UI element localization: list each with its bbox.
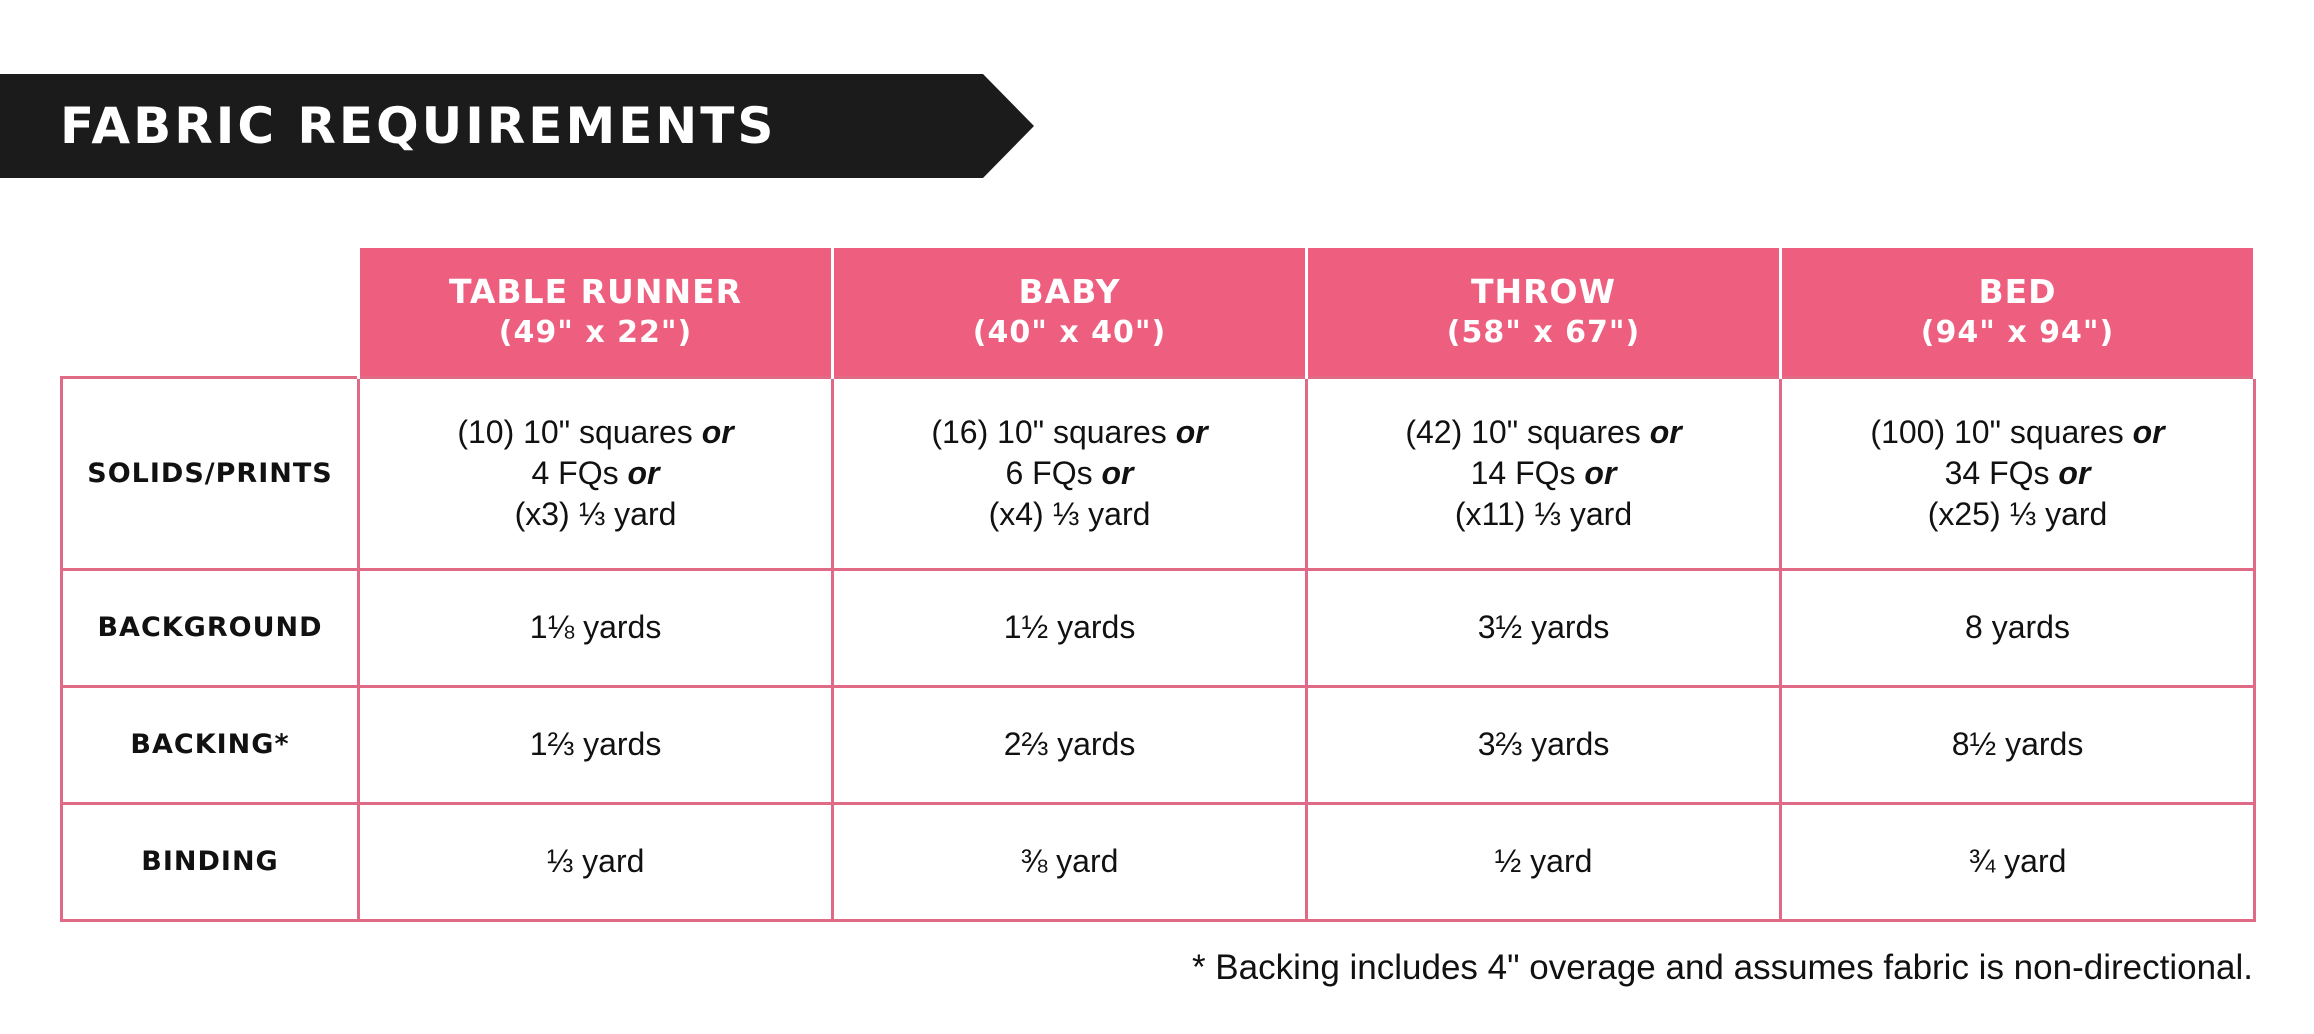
column-dimensions: (94" x 94") [1920, 314, 2115, 350]
or-word: or [627, 454, 660, 491]
cell-line: (100) 10" squares or [1782, 412, 2253, 453]
fq-count: 34 FQs [1944, 454, 2050, 491]
column-header-baby: BABY (40" x 40") [831, 248, 1308, 377]
column-dimensions: (58" x 67") [1446, 314, 1641, 350]
row-label: BACKING* [60, 684, 360, 805]
yard-count: (x3) ⅓ yard [514, 495, 677, 532]
column-header-table-runner: TABLE RUNNER (49" x 22") [357, 248, 834, 377]
table-cell: (100) 10" squares or 34 FQs or (x25) ⅓ y… [1779, 375, 2256, 571]
table-cell: ⅓ yard [357, 801, 834, 922]
table-cell: ⅜ yard [831, 801, 1308, 922]
fq-count: 4 FQs [531, 454, 619, 491]
or-word: or [1175, 413, 1208, 450]
row-label: BACKGROUND [60, 567, 360, 688]
table-cell: ¾ yard [1779, 801, 2256, 922]
table-cell: (42) 10" squares or 14 FQs or (x11) ⅓ ya… [1305, 375, 1782, 571]
column-name: BED [1978, 271, 2057, 311]
or-word: or [1649, 413, 1682, 450]
column-header-bed: BED (94" x 94") [1779, 248, 2256, 377]
backing-footnote: * Backing includes 4" overage and assume… [1191, 948, 2253, 987]
cell-line: 34 FQs or [1782, 453, 2253, 494]
cell-line: 14 FQs or [1308, 453, 1779, 494]
squares-count: (16) 10" squares [931, 413, 1167, 450]
yard-count: (x11) ⅓ yard [1454, 495, 1633, 532]
column-name: BABY [1018, 271, 1121, 311]
column-dimensions: (40" x 40") [972, 314, 1167, 350]
table-cell: ½ yard [1305, 801, 1782, 922]
table-cell: 3½ yards [1305, 567, 1782, 688]
column-name: TABLE RUNNER [448, 271, 743, 311]
column-header-throw: THROW (58" x 67") [1305, 248, 1782, 377]
row-label: BINDING [60, 801, 360, 922]
page-title: FABRIC REQUIREMENTS [60, 97, 777, 155]
row-label: SOLIDS/PRINTS [60, 375, 360, 571]
table-row-binding: BINDING ⅓ yard ⅜ yard ½ yard ¾ yard [60, 801, 2256, 922]
squares-count: (10) 10" squares [457, 413, 693, 450]
or-word: or [1584, 454, 1617, 491]
table-cell: 1⅛ yards [357, 567, 834, 688]
cell-line: (42) 10" squares or [1308, 412, 1779, 453]
cell-line: 4 FQs or [360, 453, 831, 494]
header-corner [62, 248, 359, 377]
table-cell: 8½ yards [1779, 684, 2256, 805]
table-cell: 8 yards [1779, 567, 2256, 688]
column-name: THROW [1471, 271, 1616, 311]
or-word: or [2132, 413, 2165, 450]
table-cell: 1⅔ yards [357, 684, 834, 805]
cell-line: (16) 10" squares or [834, 412, 1305, 453]
or-word: or [2058, 454, 2091, 491]
fq-count: 6 FQs [1005, 454, 1093, 491]
or-word: or [1101, 454, 1134, 491]
table-cell: (10) 10" squares or 4 FQs or (x3) ⅓ yard [357, 375, 834, 571]
table-header-row: TABLE RUNNER (49" x 22") BABY (40" x 40"… [62, 248, 2256, 377]
table-cell: 1½ yards [831, 567, 1308, 688]
table-cell: 2⅔ yards [831, 684, 1308, 805]
cell-line: (10) 10" squares or [360, 412, 831, 453]
column-dimensions: (49" x 22") [498, 314, 693, 350]
table-cell: 3⅔ yards [1305, 684, 1782, 805]
table-row-solids-prints: SOLIDS/PRINTS (10) 10" squares or 4 FQs … [60, 375, 2256, 571]
title-banner: FABRIC REQUIREMENTS [0, 74, 1034, 178]
table-row-backing: BACKING* 1⅔ yards 2⅔ yards 3⅔ yards 8½ y… [60, 684, 2256, 805]
cell-line: 6 FQs or [834, 453, 1305, 494]
or-word: or [701, 413, 734, 450]
fabric-requirements-table: TABLE RUNNER (49" x 22") BABY (40" x 40"… [60, 248, 2256, 922]
table-row-background: BACKGROUND 1⅛ yards 1½ yards 3½ yards 8 … [60, 567, 2256, 688]
table-cell: (16) 10" squares or 6 FQs or (x4) ⅓ yard [831, 375, 1308, 571]
fq-count: 14 FQs [1470, 454, 1576, 491]
yard-count: (x25) ⅓ yard [1927, 495, 2108, 532]
squares-count: (100) 10" squares [1870, 413, 2124, 450]
yard-count: (x4) ⅓ yard [988, 495, 1151, 532]
squares-count: (42) 10" squares [1405, 413, 1641, 450]
